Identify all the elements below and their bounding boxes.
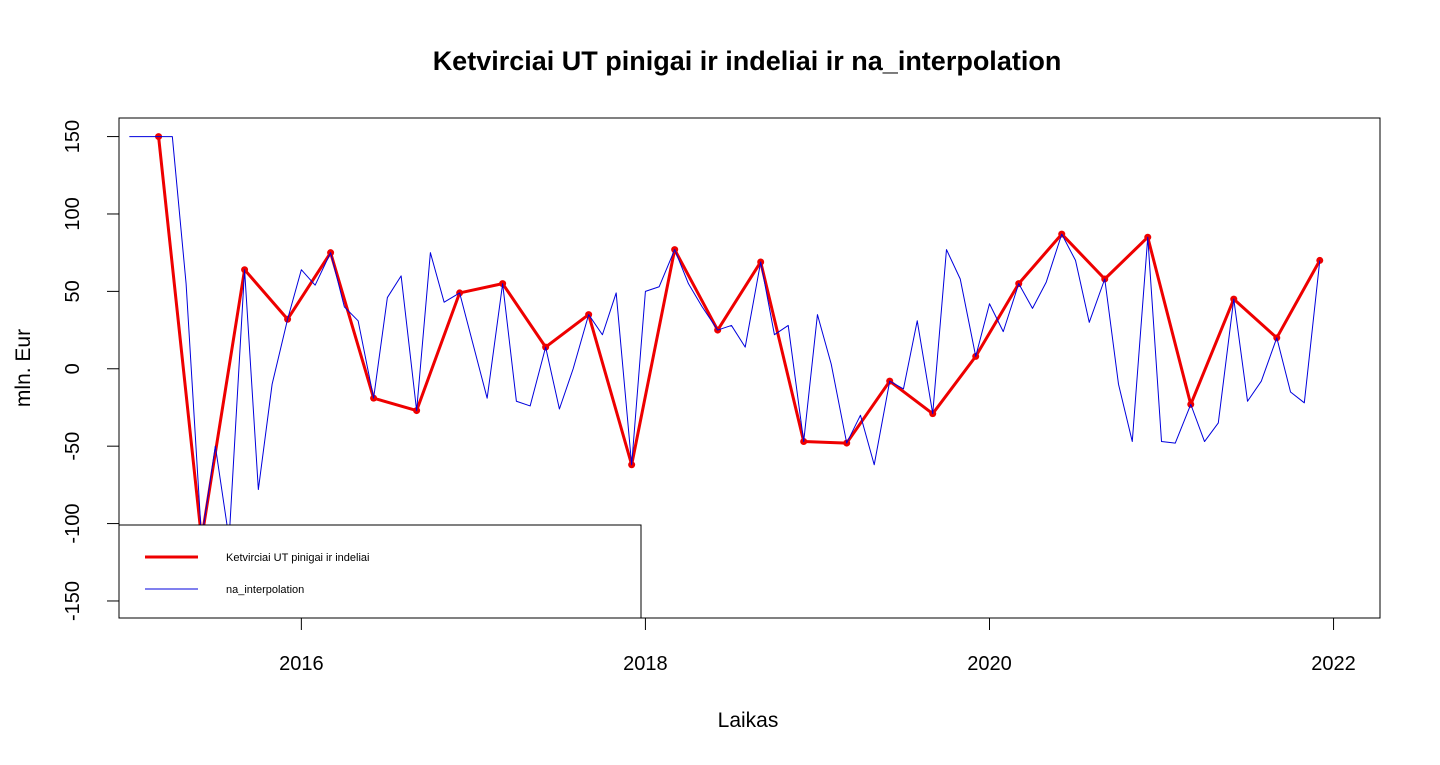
legend-box [118, 524, 642, 619]
legend-label-series-1: Ketvirciai UT pinigai ir indeliai [226, 552, 369, 564]
x-tick-label: 2020 [967, 653, 1012, 675]
series-line-na-interpolation [129, 136, 1321, 540]
y-tick-label: -150 [62, 581, 84, 621]
x-axis: 2016 2018 2020 2022 [279, 617, 1356, 675]
legend: Ketvirciai UT pinigai ir indeliai na_int… [118, 524, 642, 619]
y-tick-label: -100 [62, 504, 84, 544]
y-axis-label: mln. Eur [12, 329, 35, 407]
x-tick-label: 2016 [279, 653, 324, 675]
y-tick-label: 0 [62, 363, 84, 374]
x-tick-label: 2022 [1311, 653, 1356, 675]
y-tick-label: -50 [62, 432, 84, 461]
y-tick-label: 100 [62, 197, 84, 230]
x-tick-label: 2018 [623, 653, 668, 675]
chart-title: Ketvirciai UT pinigai ir indeliai ir na_… [433, 46, 1062, 76]
series-line-ketvirciai [157, 136, 1322, 541]
y-tick-label: 50 [62, 280, 84, 302]
legend-label-series-2: na_interpolation [226, 584, 304, 596]
y-tick-label: 150 [62, 120, 84, 153]
x-axis-label: Laikas [718, 709, 779, 732]
y-axis: -150 -100 -50 0 50 100 150 [62, 120, 119, 621]
series-layer [129, 133, 1324, 543]
